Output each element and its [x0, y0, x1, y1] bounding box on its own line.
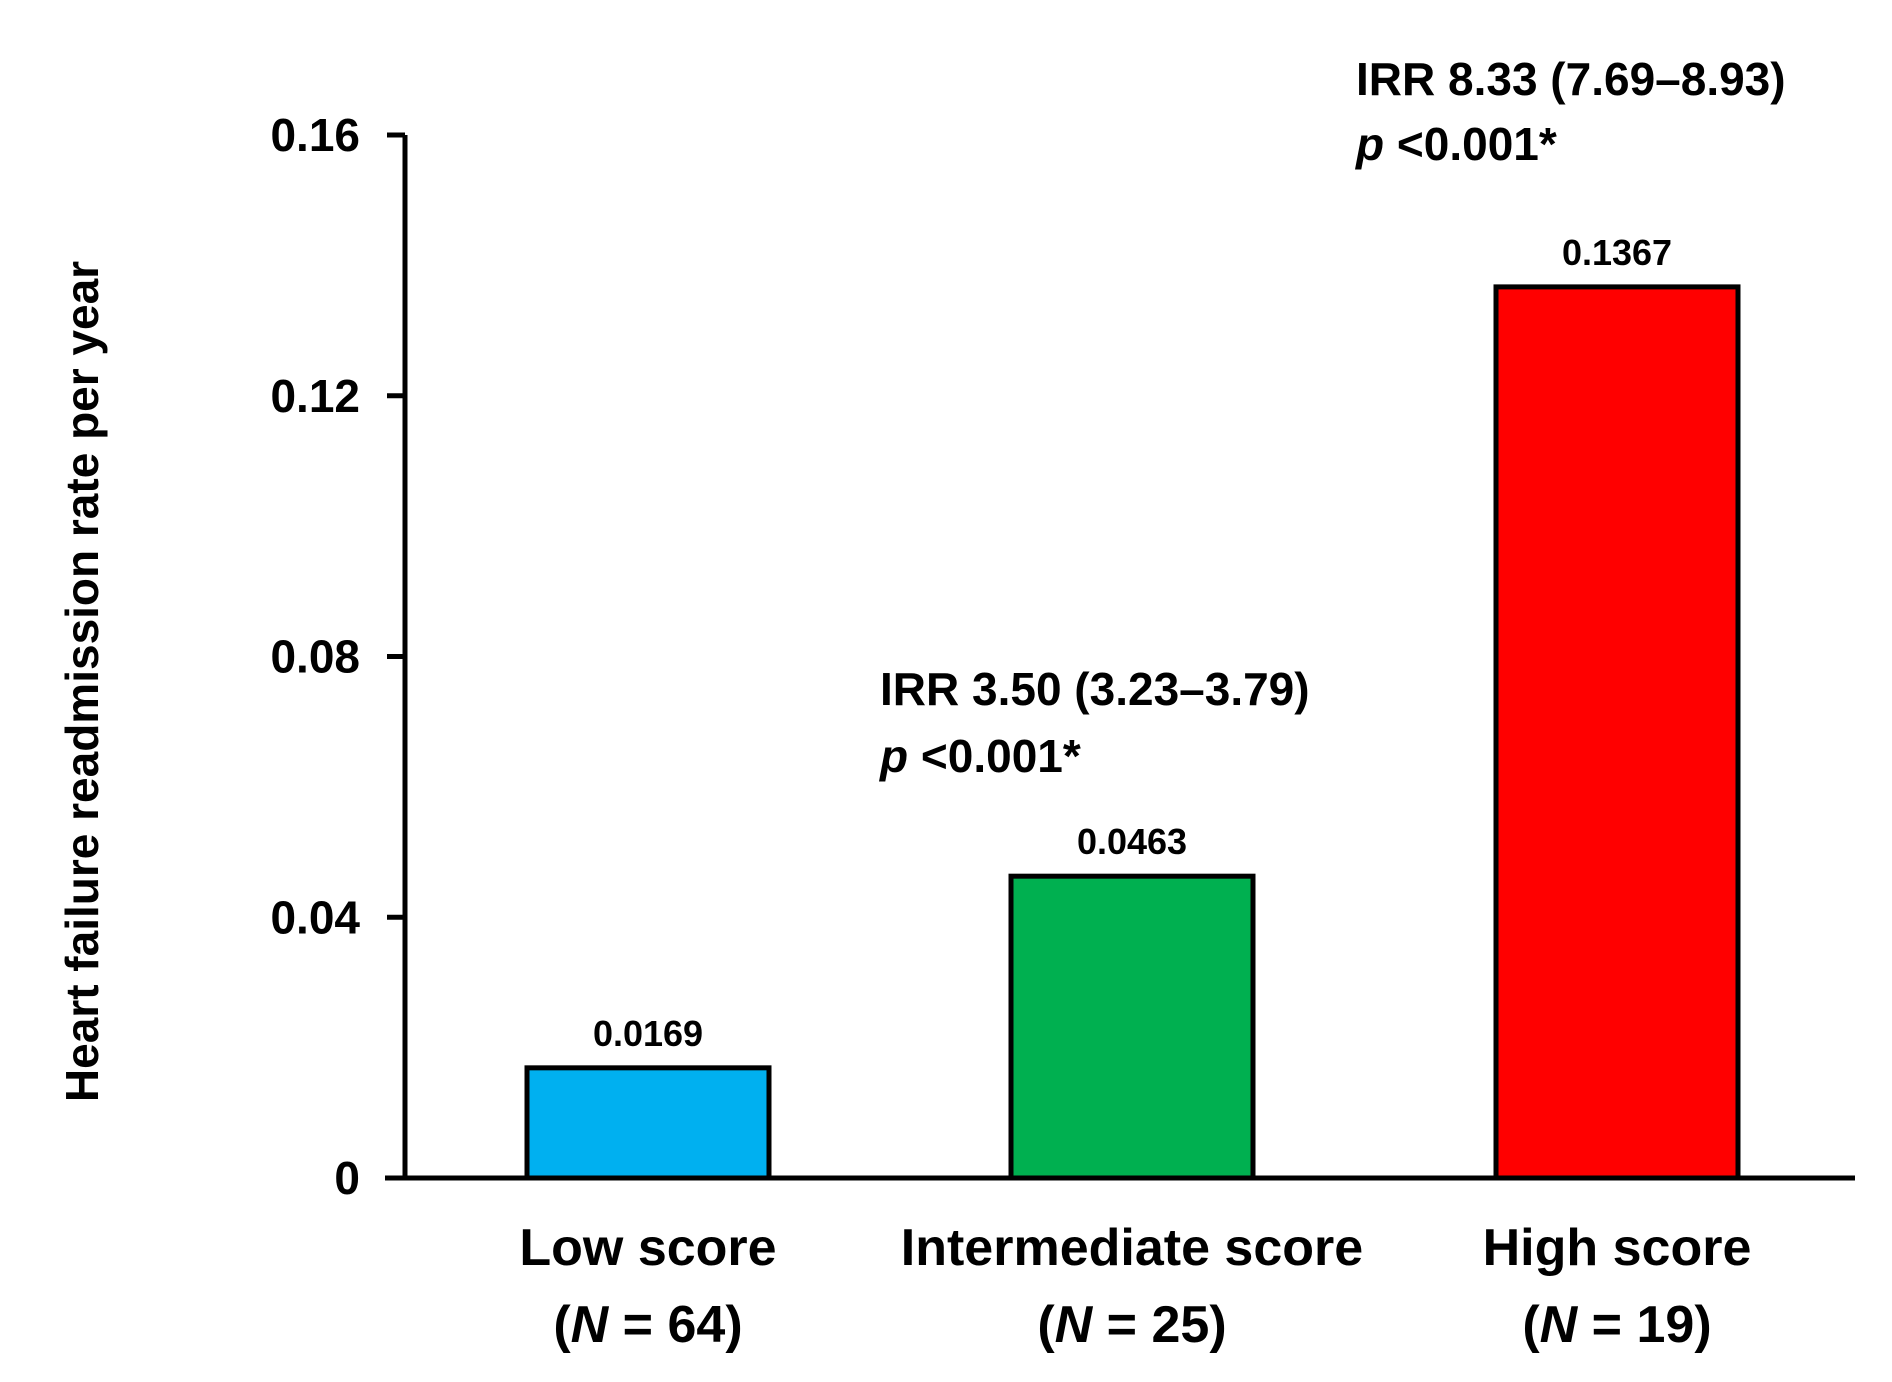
data-label-1: 0.0463: [1077, 821, 1187, 862]
data-label-2: 0.1367: [1562, 232, 1672, 273]
category-label-0: Low score: [519, 1219, 776, 1277]
category-n-prefix: (: [553, 1296, 571, 1354]
category-n-suffix: = 64): [608, 1296, 742, 1354]
y-tick-label-0: 0: [334, 1152, 360, 1204]
category-label-2: High score: [1483, 1219, 1752, 1277]
y-tick-label-1: 0.04: [270, 891, 360, 943]
data-label-0: 0.0169: [593, 1013, 703, 1054]
annotation-p-value: <0.001*: [1384, 118, 1557, 170]
category-n-suffix: = 25): [1092, 1296, 1226, 1354]
annotation-irr-1: IRR 8.33 (7.69–8.93): [1356, 53, 1786, 105]
category-n-prefix: (: [1522, 1296, 1540, 1354]
annotation-p-0: p <0.001*: [878, 730, 1081, 782]
y-tick-label-4: 0.16: [270, 109, 360, 161]
y-axis-title: Heart failure readmission rate per year: [56, 261, 108, 1102]
category-n-label-0: (N = 64): [553, 1296, 742, 1354]
annotation-irr-0: IRR 3.50 (3.23–3.79): [880, 663, 1310, 715]
annotation-p-1: p <0.001*: [1354, 118, 1557, 170]
category-n-label-1: (N = 25): [1037, 1296, 1226, 1354]
annotation-p-letter: p: [1354, 118, 1384, 170]
y-tick-label-3: 0.12: [270, 370, 360, 422]
category-n-var: N: [1540, 1296, 1579, 1354]
bar-0: [524, 1065, 772, 1181]
annotation-p-letter: p: [878, 730, 908, 782]
category-n-prefix: (: [1037, 1296, 1055, 1354]
bar-2: [1493, 284, 1741, 1181]
bar-1: [1008, 873, 1256, 1181]
category-n-var: N: [1055, 1296, 1094, 1354]
y-tick-label-2: 0.08: [270, 631, 360, 683]
category-label-1: Intermediate score: [901, 1219, 1363, 1277]
category-n-suffix: = 19): [1577, 1296, 1711, 1354]
annotation-p-value: <0.001*: [908, 730, 1081, 782]
category-n-var: N: [571, 1296, 610, 1354]
category-n-label-2: (N = 19): [1522, 1296, 1711, 1354]
